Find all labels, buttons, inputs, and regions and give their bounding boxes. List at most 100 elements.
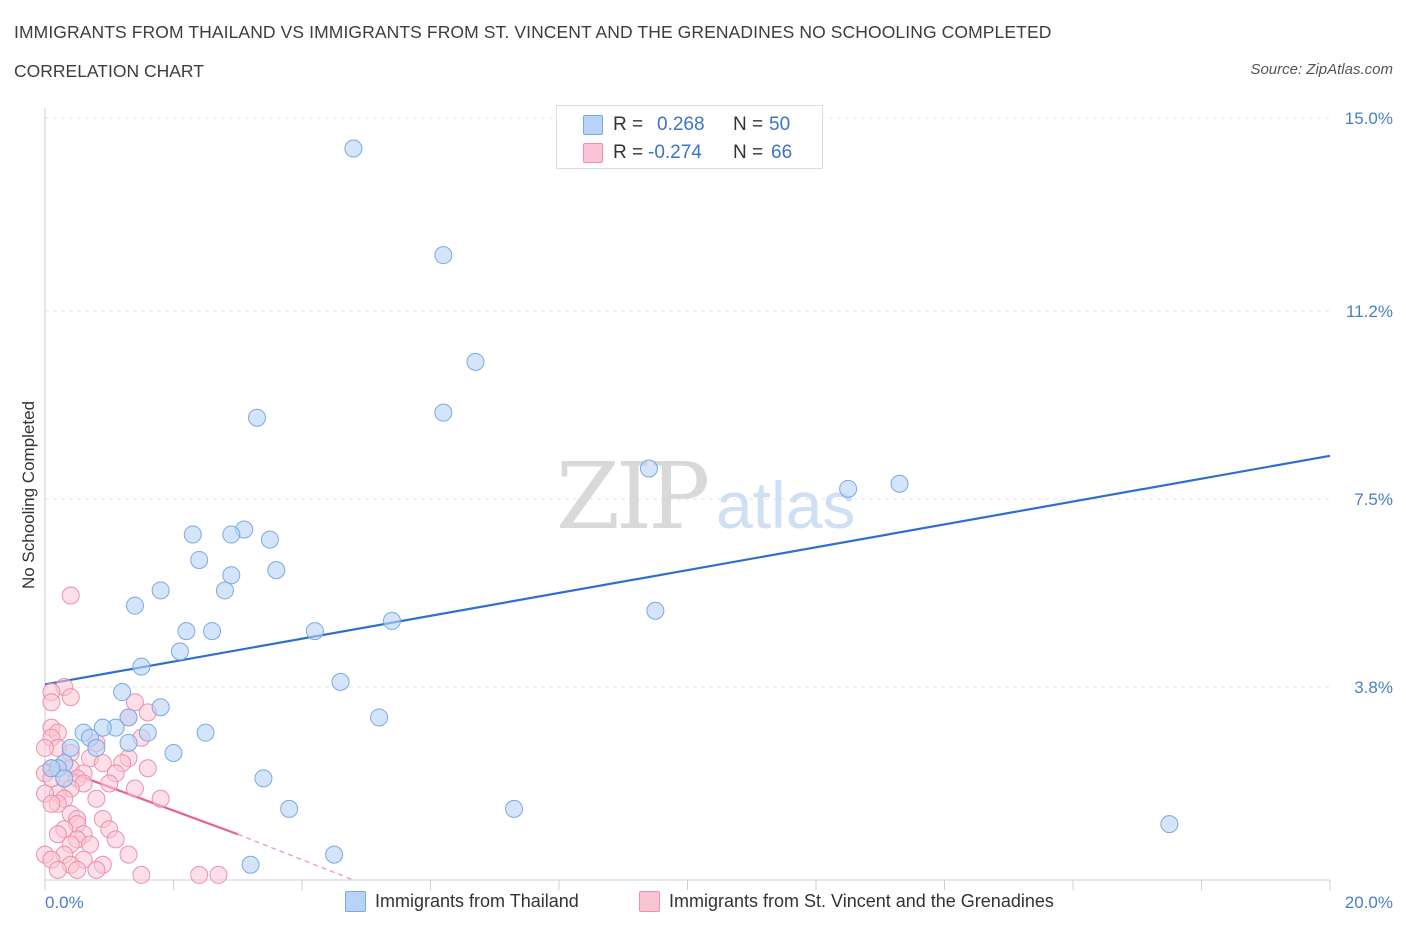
data-point-thailand	[434, 403, 453, 422]
data-point-stvincent	[93, 754, 112, 773]
data-point-thailand	[254, 769, 273, 788]
legend-r-value: 0.268	[657, 114, 705, 135]
watermark-atlas: atlas	[716, 468, 855, 542]
data-point-thailand	[839, 479, 858, 498]
y-axis-label: No Schooling Completed	[19, 401, 38, 589]
trendline-stvincent-extension	[237, 833, 354, 881]
data-point-thailand	[646, 601, 665, 620]
data-point-stvincent	[190, 865, 209, 884]
data-point-stvincent	[48, 825, 67, 844]
data-point-thailand	[113, 683, 132, 702]
data-point-thailand	[183, 525, 202, 544]
data-point-thailand	[344, 139, 363, 158]
data-point-thailand	[190, 550, 209, 569]
data-point-thailand	[196, 723, 215, 742]
data-point-thailand	[177, 622, 196, 641]
data-point-thailand	[119, 733, 138, 752]
tick-labels: 3.8% 7.5% 11.2% 15.0% 0.0% 20.0%	[45, 109, 1393, 912]
data-point-thailand	[222, 525, 241, 544]
correlation-legend: R = 0.268 N = 50 R = -0.274 N = 66	[556, 105, 823, 169]
trendline-thailand	[44, 454, 1331, 686]
data-point-stvincent	[87, 860, 106, 879]
data-point-thailand	[434, 246, 453, 265]
data-point-thailand	[267, 561, 286, 580]
data-point-stvincent	[61, 688, 80, 707]
y-tick-label: 3.8%	[1354, 678, 1393, 697]
data-point-thailand	[331, 672, 350, 691]
data-point-thailand	[119, 708, 138, 727]
legend-r-value: -0.274	[648, 142, 702, 163]
data-point-stvincent	[100, 774, 119, 793]
data-point-thailand	[382, 611, 401, 630]
data-point-thailand	[305, 622, 324, 641]
data-point-stvincent	[125, 779, 144, 798]
legend-swatch-blue	[583, 115, 603, 135]
data-point-stvincent	[80, 835, 99, 854]
y-tick-label: 15.0%	[1345, 109, 1393, 128]
legend-row-stvincent: R = -0.274 N = 66	[557, 140, 822, 166]
legend-n-value: 66	[771, 142, 793, 163]
series-thailand-points	[42, 139, 1179, 874]
data-point-thailand	[203, 622, 222, 641]
legend-swatch-blue	[345, 891, 366, 912]
data-point-stvincent	[209, 865, 228, 884]
data-point-thailand	[55, 769, 74, 788]
data-point-thailand	[132, 657, 151, 676]
data-point-stvincent	[48, 860, 67, 879]
chart-title: IMMIGRANTS FROM THAILAND VS IMMIGRANTS F…	[14, 22, 1052, 42]
data-point-thailand	[138, 723, 157, 742]
data-point-thailand	[370, 708, 389, 727]
data-point-stvincent	[119, 845, 138, 864]
legend-n-value: 50	[769, 114, 791, 135]
data-point-thailand	[215, 581, 234, 600]
legend-n-label: N =	[733, 114, 764, 135]
data-point-thailand	[93, 718, 112, 737]
data-point-thailand	[325, 845, 344, 864]
legend-swatch-pink	[583, 143, 603, 163]
x-tick-label: 20.0%	[1345, 893, 1393, 912]
legend-label-thailand: Immigrants from Thailand	[375, 891, 579, 911]
data-point-stvincent	[125, 693, 144, 712]
legend-r-label: R =	[613, 114, 644, 135]
data-point-thailand	[466, 352, 485, 371]
data-point-thailand	[125, 596, 144, 615]
data-point-stvincent	[132, 865, 151, 884]
data-point-thailand	[151, 698, 170, 717]
y-tick-label: 7.5%	[1354, 490, 1393, 509]
data-point-thailand	[639, 459, 658, 478]
watermark: ZIP atlas	[556, 443, 855, 550]
data-point-stvincent	[61, 586, 80, 605]
legend-swatch-pink	[639, 891, 660, 912]
watermark-zip: ZIP	[556, 443, 707, 550]
data-point-thailand	[1160, 815, 1179, 834]
data-point-stvincent	[42, 794, 61, 813]
data-point-stvincent	[42, 693, 61, 712]
grid-lines	[45, 117, 1330, 688]
data-point-thailand	[241, 855, 260, 874]
data-point-thailand	[42, 759, 61, 778]
data-point-thailand	[151, 581, 170, 600]
data-point-thailand	[222, 566, 241, 585]
data-point-thailand	[505, 799, 524, 818]
data-point-thailand	[87, 738, 106, 757]
x-tick-label: 0.0%	[45, 893, 84, 912]
legend-n-label: N =	[733, 142, 764, 163]
data-point-stvincent	[151, 789, 170, 808]
data-point-stvincent	[138, 759, 157, 778]
chart-subtitle: CORRELATION CHART	[14, 61, 204, 81]
legend-r-label: R =	[613, 142, 644, 163]
data-point-stvincent	[87, 789, 106, 808]
data-point-thailand	[248, 408, 267, 427]
legend-row-thailand: R = 0.268 N = 50	[557, 112, 822, 138]
data-point-thailand	[890, 474, 909, 493]
y-tick-label: 11.2%	[1346, 302, 1393, 321]
data-point-stvincent	[68, 860, 87, 879]
data-point-thailand	[260, 530, 279, 549]
source-note: Source: ZipAtlas.com	[1250, 61, 1393, 78]
data-point-stvincent	[36, 738, 54, 757]
data-point-thailand	[280, 799, 299, 818]
data-point-stvincent	[106, 830, 125, 849]
series-stvincent-points	[36, 586, 228, 884]
legend-label-stvincent: Immigrants from St. Vincent and the Gren…	[669, 891, 1054, 911]
